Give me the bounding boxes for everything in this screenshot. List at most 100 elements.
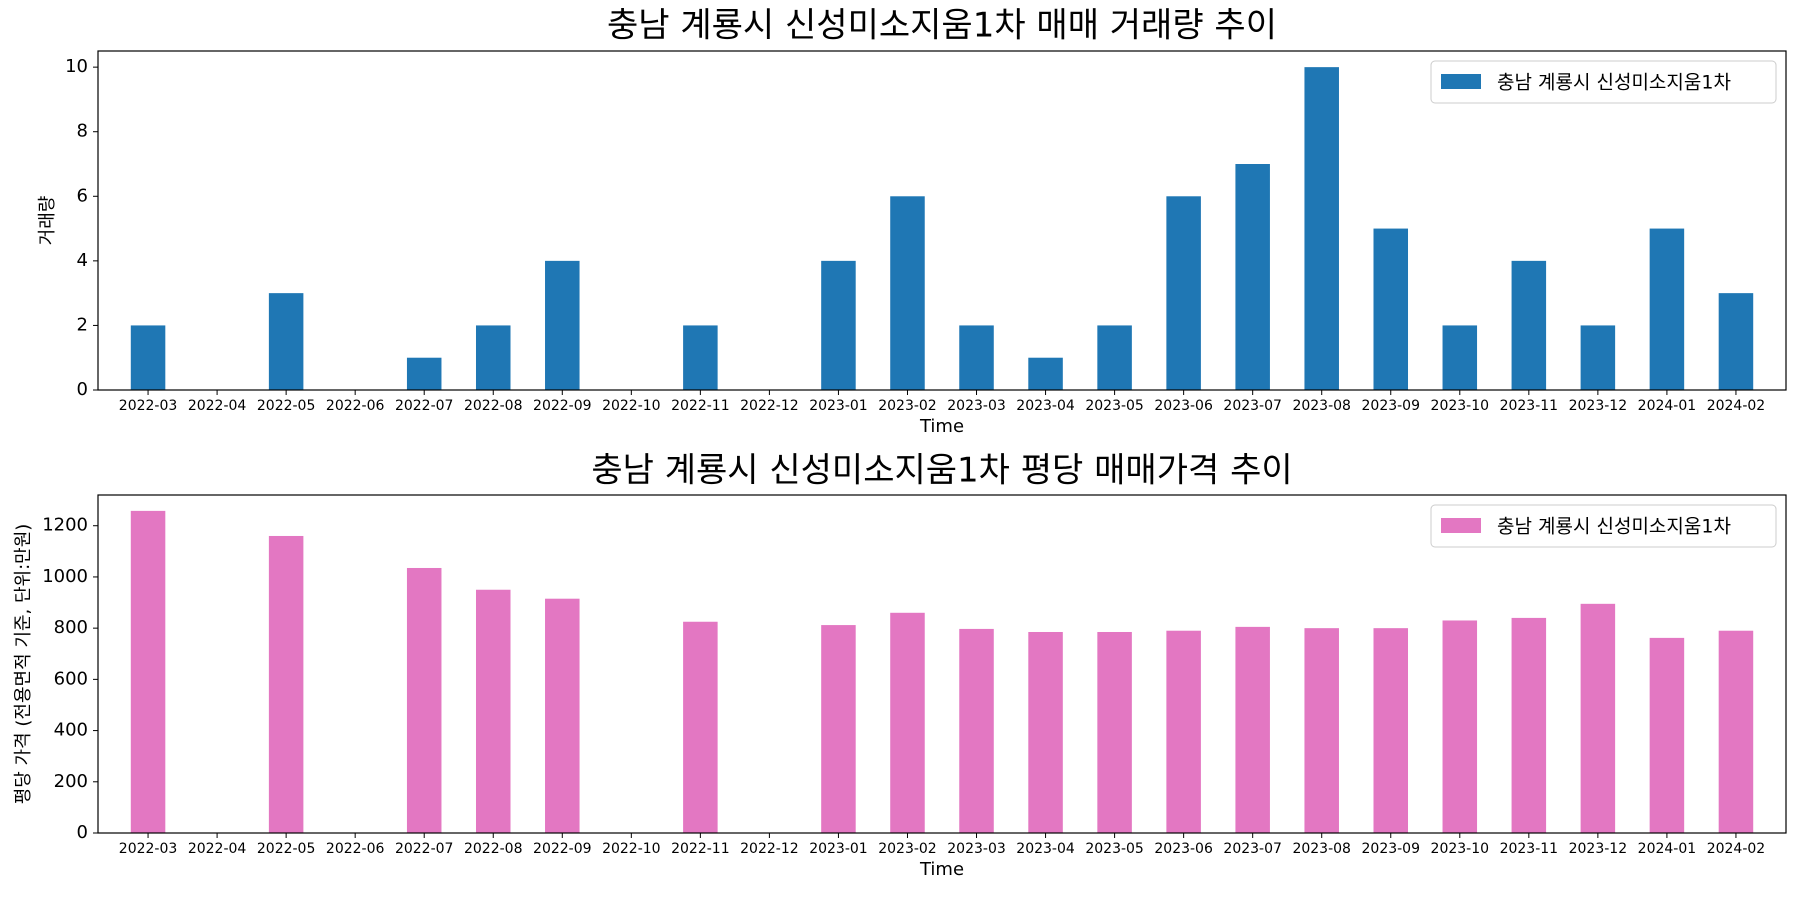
x-tick-label: 2022-09 xyxy=(533,398,592,414)
plot-frame xyxy=(97,50,1787,391)
bar-2023-02 xyxy=(890,196,925,390)
bar-2022-08 xyxy=(475,325,511,390)
y-tick-label: 800 xyxy=(54,617,88,638)
x-tick-label: 2022-04 xyxy=(188,398,247,414)
y-tick-label: 0 xyxy=(77,379,88,400)
x-tick-label: 2022-09 xyxy=(533,841,592,857)
y-tick-label: 6 xyxy=(77,185,88,206)
x-tick-label: 2023-11 xyxy=(1500,398,1559,414)
x-tick-label: 2022-03 xyxy=(119,841,178,857)
y-axis-label: 거래량 xyxy=(37,196,58,246)
x-axis-label: Time xyxy=(919,416,964,437)
legend-box xyxy=(1430,504,1777,548)
y-tick-label: 400 xyxy=(54,720,88,741)
bar-2024-01 xyxy=(1649,228,1685,390)
bar-2023-03 xyxy=(959,628,994,833)
x-tick-label: 2024-01 xyxy=(1638,841,1697,857)
bar-2024-02 xyxy=(1718,630,1754,833)
y-axis-label: 평당 가격 (전용면적 기준, 단위:만원) xyxy=(13,524,34,805)
bar-2022-05 xyxy=(268,535,304,833)
x-tick-label: 2022-06 xyxy=(326,398,385,414)
x-tick-label: 2023-06 xyxy=(1154,841,1213,857)
x-tick-label: 2022-12 xyxy=(740,398,799,414)
bar-2023-10 xyxy=(1442,620,1478,833)
x-tick-label: 2022-10 xyxy=(602,841,661,857)
x-tick-label: 2022-12 xyxy=(740,841,799,857)
bar-2022-03 xyxy=(130,510,166,833)
bar-2023-09 xyxy=(1373,628,1409,833)
bar-2024-01 xyxy=(1649,637,1685,833)
bar-2023-04 xyxy=(1028,357,1063,390)
x-tick-label: 2023-01 xyxy=(809,841,868,857)
bar-2023-12 xyxy=(1580,325,1616,390)
x-tick-label: 2022-11 xyxy=(671,841,730,857)
x-tick-label: 2022-06 xyxy=(326,841,385,857)
x-tick-label: 2023-03 xyxy=(947,841,1006,857)
y-tick-label: 0 xyxy=(77,822,88,843)
bar-2022-07 xyxy=(406,357,442,390)
x-tick-label: 2023-02 xyxy=(878,841,937,857)
x-tick-label: 2023-05 xyxy=(1085,841,1144,857)
x-axis-label: Time xyxy=(919,859,964,880)
x-tick-label: 2023-10 xyxy=(1431,398,1490,414)
bar-2022-09 xyxy=(545,598,580,833)
y-tick-label: 10 xyxy=(65,56,88,77)
bar-2022-05 xyxy=(268,293,304,390)
bar-2023-11 xyxy=(1511,260,1547,390)
bar-2022-03 xyxy=(130,325,166,390)
bar-2023-08 xyxy=(1304,628,1339,833)
x-tick-label: 2023-03 xyxy=(947,398,1006,414)
y-tick-label: 1000 xyxy=(42,566,88,587)
legend-box xyxy=(1430,60,1777,104)
x-tick-label: 2024-02 xyxy=(1707,841,1766,857)
chart-title: 충남 계룡시 신성미소지움1차 평당 매매가격 추이 xyxy=(591,451,1292,491)
legend-swatch xyxy=(1441,74,1481,89)
bar-2022-08 xyxy=(475,589,511,833)
x-tick-label: 2023-12 xyxy=(1569,841,1628,857)
bar-2022-09 xyxy=(545,260,580,390)
y-tick-label: 600 xyxy=(54,668,88,689)
bar-2023-09 xyxy=(1373,228,1409,390)
bar-2023-01 xyxy=(821,260,856,390)
x-tick-label: 2022-05 xyxy=(257,398,316,414)
x-tick-label: 2023-07 xyxy=(1223,398,1282,414)
x-tick-label: 2023-02 xyxy=(878,398,937,414)
x-tick-label: 2022-07 xyxy=(395,841,454,857)
x-tick-label: 2024-01 xyxy=(1638,398,1697,414)
bar-2023-10 xyxy=(1442,325,1478,390)
bar-2023-08 xyxy=(1304,67,1339,391)
x-tick-label: 2023-05 xyxy=(1085,398,1144,414)
chart-title: 충남 계룡시 신성미소지움1차 매매 거래량 추이 xyxy=(607,6,1277,46)
x-tick-label: 2023-06 xyxy=(1154,398,1213,414)
x-tick-label: 2022-11 xyxy=(671,398,730,414)
bar-2023-11 xyxy=(1511,617,1547,833)
bar-2023-06 xyxy=(1166,630,1201,833)
bar-2022-11 xyxy=(683,621,718,833)
x-tick-label: 2024-02 xyxy=(1707,398,1766,414)
x-tick-label: 2023-08 xyxy=(1292,398,1351,414)
x-tick-label: 2023-09 xyxy=(1362,398,1421,414)
x-tick-label: 2023-12 xyxy=(1569,398,1628,414)
bar-2023-02 xyxy=(890,612,925,833)
bar-2023-07 xyxy=(1235,164,1270,390)
x-tick-label: 2022-03 xyxy=(119,398,178,414)
y-tick-label: 2 xyxy=(77,314,88,335)
y-tick-label: 4 xyxy=(77,250,88,271)
x-tick-label: 2022-07 xyxy=(395,398,454,414)
y-tick-label: 1200 xyxy=(42,515,88,536)
legend-label: 충남 계룡시 신성미소지움1차 xyxy=(1497,72,1731,94)
bar-2023-01 xyxy=(821,625,856,833)
x-tick-label: 2023-11 xyxy=(1500,841,1559,857)
bar-2024-02 xyxy=(1718,293,1754,390)
x-tick-label: 2022-04 xyxy=(188,841,247,857)
bar-2023-07 xyxy=(1235,626,1270,833)
bar-2023-03 xyxy=(959,325,994,390)
x-tick-label: 2023-07 xyxy=(1223,841,1282,857)
x-tick-label: 2022-10 xyxy=(602,398,661,414)
x-tick-label: 2022-08 xyxy=(464,398,523,414)
x-tick-label: 2023-04 xyxy=(1016,398,1075,414)
x-tick-label: 2023-09 xyxy=(1362,841,1421,857)
bar-2023-05 xyxy=(1097,325,1132,390)
legend-swatch xyxy=(1441,518,1481,533)
